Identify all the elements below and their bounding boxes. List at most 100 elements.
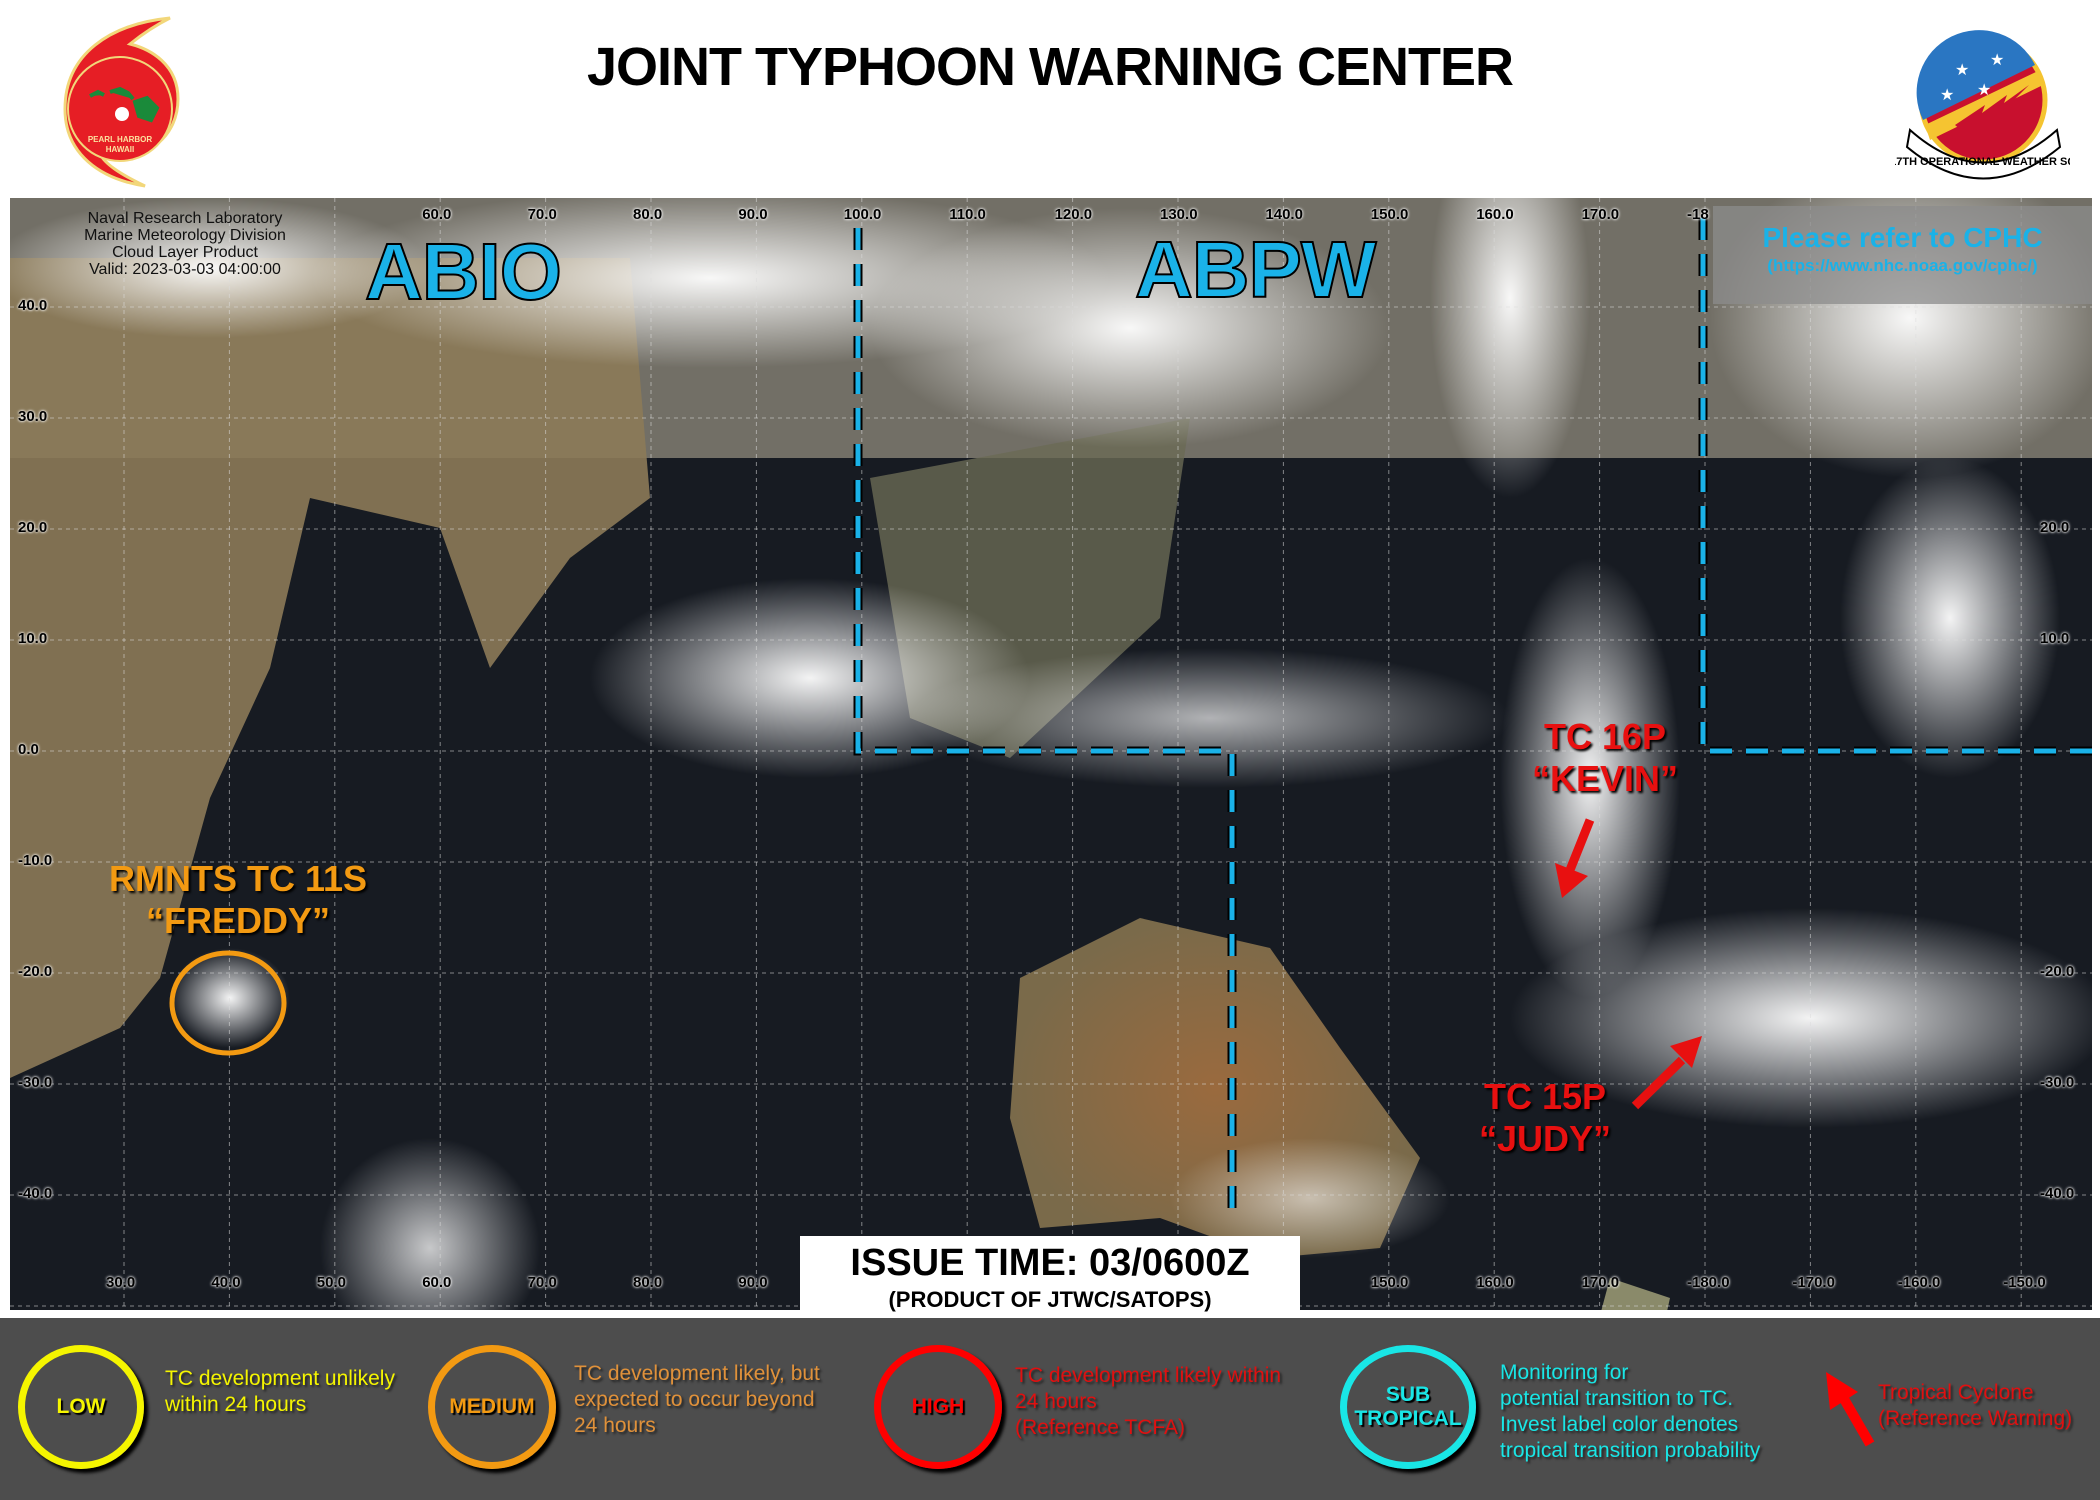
lat-label-right: -30.0	[2040, 1074, 2075, 1091]
credit-line: Marine Meteorology Division	[84, 227, 286, 244]
lat-label-right: -40.0	[2040, 1185, 2075, 1202]
svg-text:★: ★	[1955, 62, 1969, 79]
lon-label-bottom: -160.0	[1897, 1274, 1941, 1291]
cphc-notice: Please refer to CPHC (https://www.nhc.no…	[1713, 206, 2092, 304]
credit-line: Naval Research Laboratory	[87, 210, 283, 227]
lon-label-top: 150.0	[1370, 206, 1409, 223]
legend-tropical-label: TROPICAL	[1354, 1407, 1462, 1430]
storm-freddy-label: RMNTS TC 11S “FREDDY”	[78, 858, 398, 942]
satellite-map: Naval Research Laboratory Marine Meteoro…	[10, 198, 2092, 1310]
legend-medium-circle: MEDIUM	[428, 1345, 556, 1469]
storm-id: TC 16P	[1543, 716, 1667, 757]
storm-kevin-label: TC 16P “KEVIN”	[1455, 716, 1755, 800]
legend-line: TC development likely, but	[574, 1362, 820, 1385]
legend-line: 24 hours	[1015, 1390, 1097, 1413]
legend-line: TC development unlikely	[165, 1367, 395, 1390]
lon-label-top: 80.0	[633, 206, 663, 223]
legend-line: tropical transition probability	[1500, 1439, 1761, 1462]
lon-label-bottom: 70.0	[527, 1274, 557, 1291]
lon-label-bottom: 150.0	[1370, 1274, 1409, 1291]
legend-low-circle: LOW	[18, 1345, 144, 1469]
region-boundary-abpw-cphc	[1698, 218, 2092, 756]
lat-label-left: 30.0	[18, 408, 48, 425]
lon-label-bottom: 160.0	[1476, 1274, 1514, 1291]
lon-label-top: 70.0	[527, 206, 557, 223]
svg-text:PEARL HARBOR: PEARL HARBOR	[88, 135, 153, 144]
legend-medium-text: TC development likely, but expected to o…	[574, 1361, 820, 1439]
legend-line: Tropical Cyclone	[1878, 1381, 2034, 1404]
lon-label-top: 120.0	[1054, 206, 1093, 223]
svg-text:★: ★	[1977, 82, 1991, 99]
legend-line: (Reference Warning)	[1878, 1407, 2073, 1430]
lon-label-bottom: -170.0	[1792, 1274, 1835, 1291]
svg-text:HAWAII: HAWAII	[106, 145, 134, 154]
jtwc-seal-logo: PEARL HARBOR HAWAII	[63, 16, 180, 188]
lon-label-top: 110.0	[949, 206, 986, 223]
lon-label-top: 130.0	[1160, 206, 1198, 223]
svg-text:17TH OPERATIONAL WEATHER SQ: 17TH OPERATIONAL WEATHER SQ	[1895, 156, 2070, 168]
cphc-link[interactable]: (https://www.nhc.noaa.gov/cphc/)	[1767, 256, 2038, 275]
lat-label-left: 20.0	[18, 519, 48, 536]
lon-label-top: 90.0	[738, 206, 768, 223]
legend-tc-text: Tropical Cyclone (Reference Warning)	[1878, 1380, 2072, 1432]
legend-line: Invest label color denotes	[1500, 1413, 1739, 1436]
lon-label-bottom: 30.0	[106, 1274, 136, 1291]
credit-line: Cloud Layer Product	[112, 244, 258, 261]
lon-label-bottom: -150.0	[2003, 1274, 2046, 1291]
kevin-arrow	[1555, 818, 1595, 898]
lon-label-bottom: 60.0	[422, 1274, 452, 1291]
region-label-abio: ABIO	[364, 227, 563, 316]
lon-label-top: 160.0	[1476, 206, 1514, 223]
legend-line: (Reference TCFA)	[1015, 1416, 1185, 1439]
lon-label-bottom: -180.0	[1687, 1274, 1730, 1291]
storm-judy-label: TC 15P “JUDY”	[1395, 1076, 1695, 1160]
lon-label-bottom: 90.0	[738, 1274, 768, 1291]
freddy-circle	[169, 950, 287, 1056]
legend-line: potential transition to TC.	[1500, 1387, 1734, 1410]
page-title: JOINT TYPHOON WARNING CENTER	[586, 37, 1514, 97]
legend-line: TC development likely within	[1015, 1364, 1282, 1387]
lat-label-left: -30.0	[18, 1074, 53, 1091]
legend: LOW TC development unlikely within 24 ho…	[0, 1318, 2100, 1500]
issue-time: ISSUE TIME: 03/0600Z	[850, 1242, 1250, 1284]
lat-label-right: 10.0	[2040, 630, 2070, 647]
legend-high-text: TC development likely within 24 hours (R…	[1015, 1363, 1281, 1441]
nrl-credit: Naval Research Laboratory Marine Meteoro…	[55, 210, 315, 278]
region-label-abpw: ABPW	[1134, 225, 1377, 314]
lat-label-left: -10.0	[18, 852, 53, 869]
lon-label-bottom: 170.0	[1581, 1274, 1620, 1291]
lat-label-left: 10.0	[18, 630, 48, 647]
legend-low-text: TC development unlikely within 24 hours	[165, 1366, 395, 1418]
lat-label-right: -20.0	[2040, 963, 2075, 980]
storm-name: “KEVIN”	[1531, 758, 1679, 799]
tropical-cyclone-arrow-icon	[1826, 1372, 1875, 1447]
legend-sub-label: SUB	[1385, 1383, 1431, 1406]
lon-label-bottom: 80.0	[633, 1274, 663, 1291]
issue-time-box: ISSUE TIME: 03/0600Z (PRODUCT OF JTWC/SA…	[800, 1236, 1300, 1318]
lat-label-right: 20.0	[2040, 519, 2070, 536]
credit-line: Valid: 2023-03-03 04:00:00	[89, 261, 281, 278]
storm-name: “FREDDY”	[145, 900, 330, 941]
lat-label-left: -40.0	[18, 1185, 53, 1202]
header: PEARL HARBOR HAWAII JOINT TYPHOON WARNIN…	[0, 0, 2100, 196]
legend-high-circle: HIGH	[874, 1345, 1002, 1469]
judy-arrow	[1631, 1036, 1702, 1110]
cphc-title: Please refer to CPHC	[1762, 222, 2043, 253]
legend-subtropical-text: Monitoring for potential transition to T…	[1500, 1360, 1760, 1464]
svg-text:★: ★	[1990, 52, 2004, 69]
lon-label-top: 170.0	[1581, 206, 1620, 223]
lon-label-top: 60.0	[422, 206, 452, 223]
satellite-imagery	[10, 198, 2092, 1310]
legend-subtropical-circle: SUB TROPICAL	[1340, 1345, 1476, 1469]
lat-label-left: -20.0	[18, 963, 53, 980]
region-boundary-abio-abpw	[853, 228, 1237, 1208]
17th-ows-patch-logo: ★★★ ★ 17TH OPERATIONAL WEATHER SQ	[1895, 30, 2070, 180]
lon-label-top: 100.0	[843, 206, 882, 223]
lon-label-bottom: 50.0	[316, 1274, 346, 1291]
lat-label-left: 40.0	[18, 297, 48, 314]
legend-line: Monitoring for	[1500, 1361, 1629, 1384]
storm-id: RMNTS TC 11S	[108, 858, 368, 899]
storm-name: “JUDY”	[1478, 1118, 1612, 1159]
legend-line: expected to occur beyond	[574, 1388, 815, 1411]
svg-text:★: ★	[1940, 87, 1954, 104]
